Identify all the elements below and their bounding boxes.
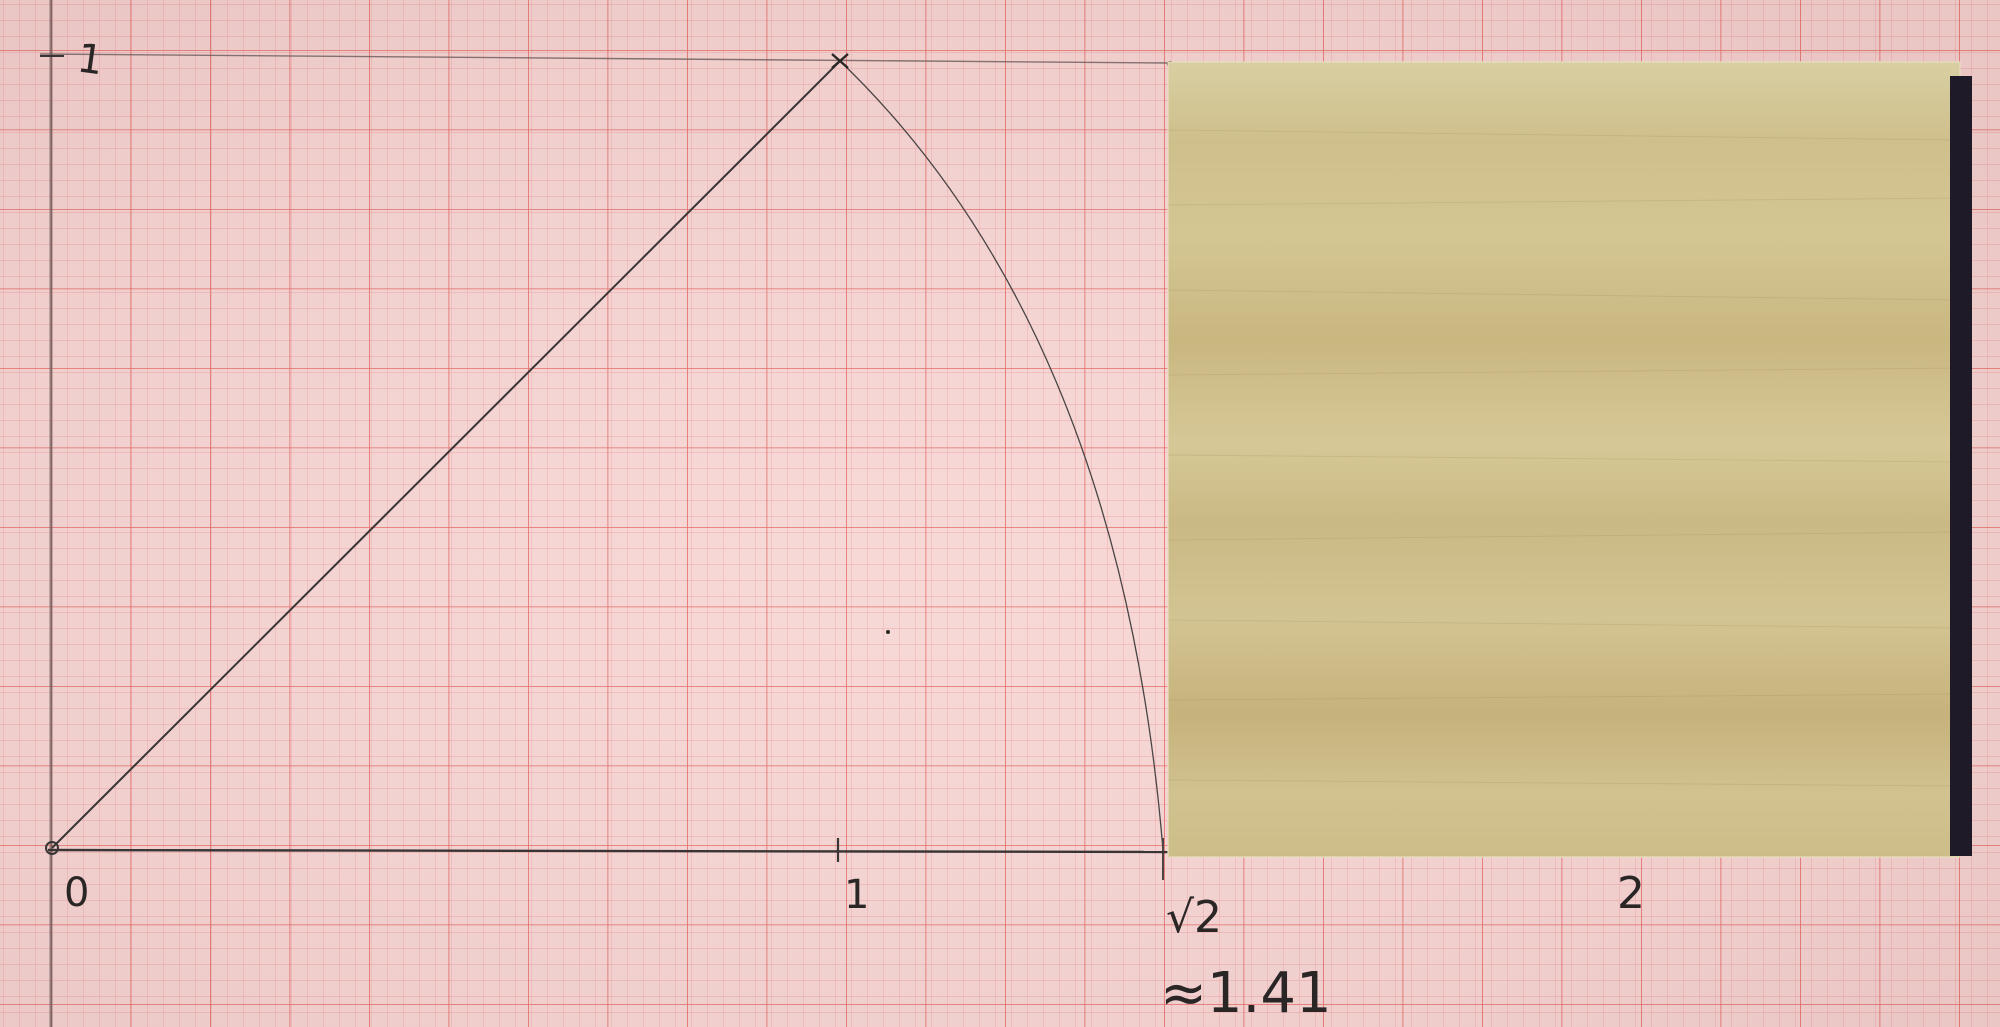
label-approx: ≈1.41 [1160,961,1332,1026]
label-x-one: 1 [844,872,869,918]
wood-block-edge [1950,76,1972,856]
stray-dot [886,630,890,634]
top-line [39,53,1171,64]
compass-arc [839,60,1164,851]
label-y-one: 1 [74,35,106,84]
label-x-zero: 0 [64,870,89,916]
label-sqrt-two: √2 [1166,892,1222,943]
x-axis-line [47,848,1171,854]
cross-mark [831,53,849,69]
origin-point [45,841,59,855]
diagonal-line [51,60,841,849]
label-x-two: 2 [1617,868,1645,919]
wood-block [1167,61,1972,858]
